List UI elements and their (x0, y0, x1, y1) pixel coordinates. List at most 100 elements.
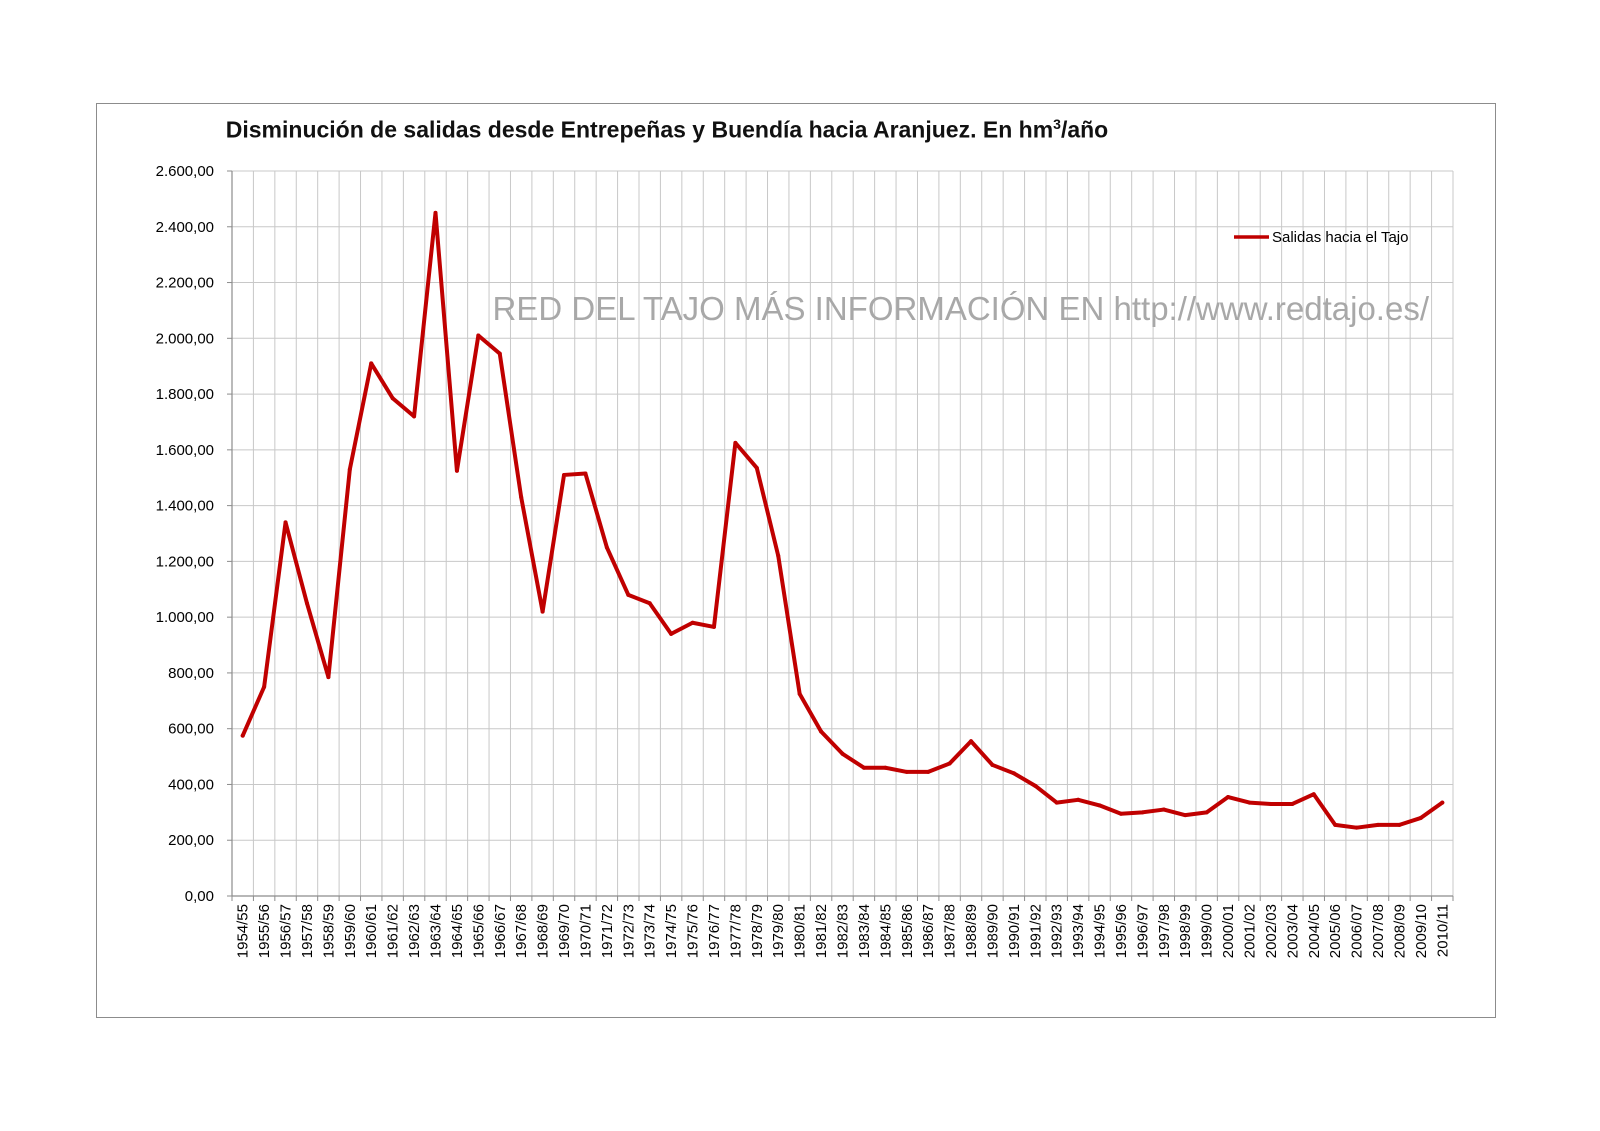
x-tick-label: 2010/11 (1434, 904, 1451, 957)
chart-title-superscript: 3 (1053, 116, 1061, 132)
data-point (304, 601, 309, 606)
data-point (1054, 800, 1059, 805)
data-point (583, 471, 588, 476)
y-tick-label: 1.200,00 (156, 553, 214, 570)
data-point (1204, 810, 1209, 815)
data-point (1118, 811, 1123, 816)
x-tick-label: 1987/88 (942, 904, 959, 958)
data-point (669, 631, 674, 636)
x-tick-label: 1955/56 (256, 904, 273, 958)
data-point (1140, 810, 1145, 815)
y-tick-label: 1.000,00 (156, 609, 214, 626)
data-point (1011, 771, 1016, 776)
x-tick-label: 1989/90 (984, 904, 1001, 958)
x-tick-label: 1979/80 (770, 904, 787, 958)
x-tick-label: 1970/71 (577, 904, 594, 958)
x-tick-label: 1976/77 (706, 904, 723, 958)
x-tick-label: 1996/97 (1134, 904, 1151, 958)
x-tick-label: 1958/59 (320, 904, 337, 958)
data-point (776, 553, 781, 558)
data-point (604, 545, 609, 550)
data-point (562, 472, 567, 477)
x-tick-label: 1965/66 (470, 904, 487, 958)
x-tick-label: 1967/68 (513, 904, 530, 958)
chart-title: Disminución de salidas desde Entrepeñas … (97, 116, 1237, 144)
data-point (1226, 795, 1231, 800)
x-tick-label: 1999/00 (1199, 904, 1216, 958)
chart-frame: Disminución de salidas desde Entrepeñas … (96, 103, 1496, 1018)
watermark-text: RED DEL TAJO MÁS INFORMACIÓN EN http://w… (493, 290, 1430, 327)
y-tick-label: 2.600,00 (156, 163, 214, 180)
x-tick-label: 1956/57 (278, 904, 295, 958)
plot-area: 0,00 200,00 400,00 600,00 800,00 1.000,00 1.20… (156, 163, 1454, 958)
data-point (626, 592, 631, 597)
x-tick-label: 1983/84 (856, 904, 873, 958)
x-tick-label: 1991/92 (1027, 904, 1044, 958)
chart-title-tail: /año (1060, 116, 1109, 143)
y-tick-label: 1.800,00 (156, 386, 214, 403)
data-point (240, 733, 245, 738)
y-tick-label: 600,00 (168, 721, 214, 738)
data-point (1440, 800, 1445, 805)
x-tick-label: 1959/60 (342, 904, 359, 958)
data-point (733, 440, 738, 445)
y-axis-tick-labels: 0,00 200,00 400,00 600,00 800,00 1.000,00 1.20… (156, 163, 214, 905)
data-point (1076, 797, 1081, 802)
y-tick-label: 2.400,00 (156, 219, 214, 236)
series-layer (240, 210, 1445, 830)
data-point (454, 468, 459, 473)
data-point (326, 675, 331, 680)
x-tick-label: 2007/08 (1370, 904, 1387, 958)
y-tick-label: 800,00 (168, 665, 214, 682)
data-point (647, 601, 652, 606)
x-tick-label: 1998/99 (1177, 904, 1194, 958)
data-point (540, 609, 545, 614)
x-tick-label: 1985/86 (899, 904, 916, 958)
x-tick-label: 1997/98 (1156, 904, 1173, 958)
x-tick-label: 1966/67 (492, 904, 509, 958)
x-tick-label: 1963/64 (428, 904, 445, 958)
data-point (519, 495, 524, 500)
data-point (947, 761, 952, 766)
x-tick-label: 1982/83 (835, 904, 852, 958)
data-point (412, 414, 417, 419)
data-point (283, 520, 288, 525)
x-tick-label: 1968/69 (535, 904, 552, 958)
legend-label: Salidas hacia el Tajo (1272, 229, 1408, 246)
x-tick-label: 1977/78 (727, 904, 744, 958)
data-point (262, 684, 267, 689)
data-point (904, 769, 909, 774)
x-tick-label: 1990/91 (1006, 904, 1023, 958)
x-tick-label: 2006/07 (1349, 904, 1366, 958)
data-point (990, 762, 995, 767)
x-tick-label: 1962/63 (406, 904, 423, 958)
data-point (476, 333, 481, 338)
x-tick-label: 2001/02 (1242, 904, 1259, 958)
y-tick-label: 200,00 (168, 832, 214, 849)
data-point (1354, 825, 1359, 830)
x-tick-label: 1981/82 (813, 904, 830, 958)
data-point (1247, 800, 1252, 805)
x-tick-label: 1964/65 (449, 904, 466, 958)
x-tick-label: 1980/81 (792, 904, 809, 958)
data-point (1033, 783, 1038, 788)
x-tick-label: 2003/04 (1284, 904, 1301, 958)
data-point (1161, 807, 1166, 812)
data-point (1333, 822, 1338, 827)
data-point (497, 351, 502, 356)
x-tick-label: 1957/58 (299, 904, 316, 958)
x-tick-label: 1974/75 (663, 904, 680, 958)
data-point (1290, 801, 1295, 806)
data-point (1397, 822, 1402, 827)
y-tick-label: 0,00 (185, 888, 214, 905)
data-point (1097, 803, 1102, 808)
grid-lines (231, 170, 1454, 897)
x-tick-label: 1988/89 (963, 904, 980, 958)
y-tick-label: 1.400,00 (156, 498, 214, 515)
y-tick-label: 400,00 (168, 776, 214, 793)
data-point (433, 210, 438, 215)
data-point (690, 620, 695, 625)
x-tick-label: 1995/96 (1113, 904, 1130, 958)
x-tick-label: 1978/79 (749, 904, 766, 958)
data-point (1376, 822, 1381, 827)
